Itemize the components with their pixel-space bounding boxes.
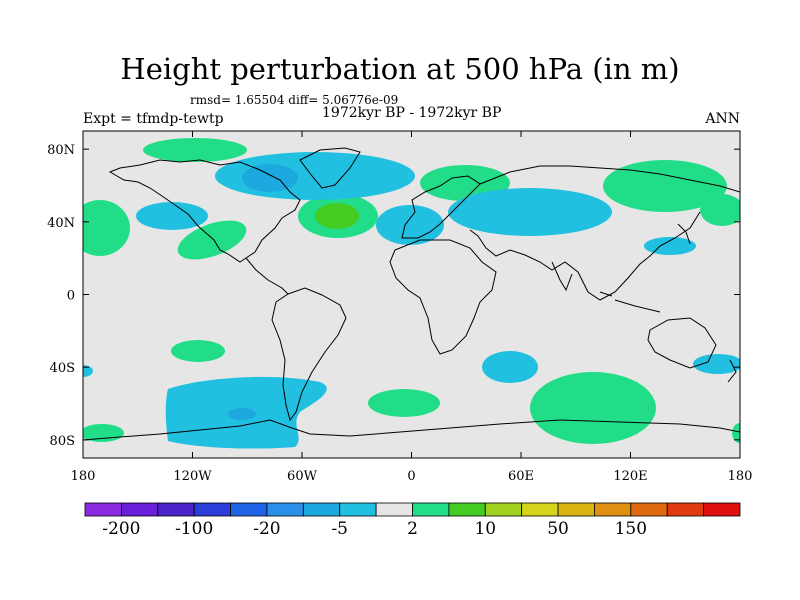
contour-fields bbox=[83, 138, 740, 449]
anomaly-negative-southern-ocean-core bbox=[228, 408, 256, 420]
y-tick-label: 40N bbox=[47, 216, 75, 231]
anomaly-positive-north-pacific bbox=[83, 200, 130, 256]
colorbar-label: -20 bbox=[253, 519, 280, 539]
period-text: 1972kyr BP - 1972kyr BP bbox=[322, 105, 502, 121]
anomaly-positive-south-indian bbox=[530, 372, 656, 444]
x-tick-label: 60W bbox=[287, 469, 318, 484]
coast-new-zealand bbox=[727, 359, 737, 383]
coast-asia bbox=[469, 165, 740, 301]
y-tick-label: 80S bbox=[50, 434, 75, 449]
coastlines bbox=[83, 147, 740, 441]
colorbar-swatch bbox=[412, 502, 450, 517]
anomaly-positive-north-atlantic-core bbox=[315, 203, 359, 229]
coast-central-america bbox=[245, 257, 289, 295]
colorbar-label: -200 bbox=[102, 519, 140, 539]
colorbar-swatch bbox=[484, 502, 523, 517]
colorbar-label: -5 bbox=[331, 519, 348, 539]
anomaly-positive-arctic-canada bbox=[143, 138, 247, 162]
x-tick-label: 60E bbox=[508, 469, 534, 484]
x-tick-label: 120E bbox=[613, 469, 647, 484]
coast-africa bbox=[389, 239, 497, 355]
colorbar-swatch bbox=[594, 502, 632, 517]
anomaly-negative-north-pacific bbox=[136, 202, 208, 230]
experiment-label: Expt = tfmdp-tewtp bbox=[83, 111, 224, 127]
colorbar-label: 50 bbox=[547, 519, 569, 539]
colorbar-swatch bbox=[703, 502, 741, 517]
anomaly-positive-antarctic-east bbox=[732, 423, 740, 443]
coast-antarctica bbox=[83, 419, 740, 441]
coast-north-america bbox=[108, 159, 301, 263]
colorbar bbox=[84, 502, 741, 517]
y-tick-label: 80N bbox=[47, 143, 75, 158]
anomaly-negative-japan bbox=[644, 237, 696, 255]
colorbar-label: -100 bbox=[175, 519, 213, 539]
colorbar-label: 2 bbox=[407, 519, 418, 539]
axis-ticks bbox=[82, 131, 741, 458]
colorbar-swatch bbox=[266, 502, 304, 517]
coast-south-america bbox=[271, 287, 347, 422]
colorbar-swatch bbox=[157, 502, 195, 517]
anomaly-negative-europe bbox=[376, 205, 444, 245]
x-tick-label: 0 bbox=[407, 469, 415, 484]
colorbar-swatch bbox=[339, 502, 377, 517]
anomaly-positive-east-asia-edge bbox=[700, 194, 740, 226]
coast-europe bbox=[401, 175, 481, 239]
anomaly-negative-eurasia bbox=[448, 188, 612, 236]
y-tick-label: 0 bbox=[67, 289, 75, 304]
colorbar-swatch bbox=[230, 502, 268, 517]
colorbar-labels: -200 -100 -20 -5 2 10 50 150 bbox=[102, 519, 647, 539]
coast-australia bbox=[647, 317, 717, 369]
colorbar-label: 10 bbox=[474, 519, 496, 539]
coast-greenland bbox=[299, 147, 361, 189]
anomaly-positive-southeast-pacific bbox=[171, 340, 225, 362]
x-tick-label: 120W bbox=[173, 469, 212, 484]
anomaly-negative-south-atlantic bbox=[482, 351, 538, 383]
anomaly-positive-western-us bbox=[177, 220, 247, 260]
coast-japan bbox=[677, 223, 691, 245]
stats-text: rmsd= 1.65504 diff= 5.06776e-09 bbox=[190, 93, 399, 107]
colorbar-swatch bbox=[557, 502, 595, 517]
colorbar-swatch bbox=[666, 502, 705, 517]
colorbar-swatch bbox=[521, 502, 559, 517]
coast-maritime-asia bbox=[599, 291, 661, 313]
y-tick-label: 40S bbox=[50, 361, 75, 376]
x-tick-label: 180 bbox=[71, 469, 96, 484]
anomaly-negative-canada bbox=[242, 164, 298, 192]
colorbar-swatch bbox=[375, 502, 413, 517]
plot-title: Height perturbation at 500 hPa (in m) bbox=[120, 52, 680, 86]
colorbar-swatch bbox=[448, 502, 486, 517]
anomaly-positive-east-asia bbox=[603, 160, 727, 212]
anomaly-positive-south-atlantic bbox=[368, 389, 440, 417]
x-axis-labels: 180 120W 60W 0 60E 120E 180 bbox=[71, 469, 753, 484]
colorbar-swatch bbox=[84, 502, 122, 517]
y-axis-labels: 80N 40N 0 40S 80S bbox=[47, 143, 75, 449]
anomaly-negative-tasman bbox=[693, 354, 740, 374]
colorbar-swatch bbox=[302, 502, 341, 517]
anomaly-negative-west-edge bbox=[83, 365, 93, 377]
season-label: ANN bbox=[705, 111, 740, 127]
colorbar-label: 150 bbox=[615, 519, 647, 539]
colorbar-swatch bbox=[193, 502, 231, 517]
coast-india bbox=[551, 261, 573, 292]
colorbar-swatch bbox=[120, 502, 159, 517]
colorbar-swatch bbox=[630, 502, 668, 517]
x-tick-label: 180 bbox=[728, 469, 753, 484]
